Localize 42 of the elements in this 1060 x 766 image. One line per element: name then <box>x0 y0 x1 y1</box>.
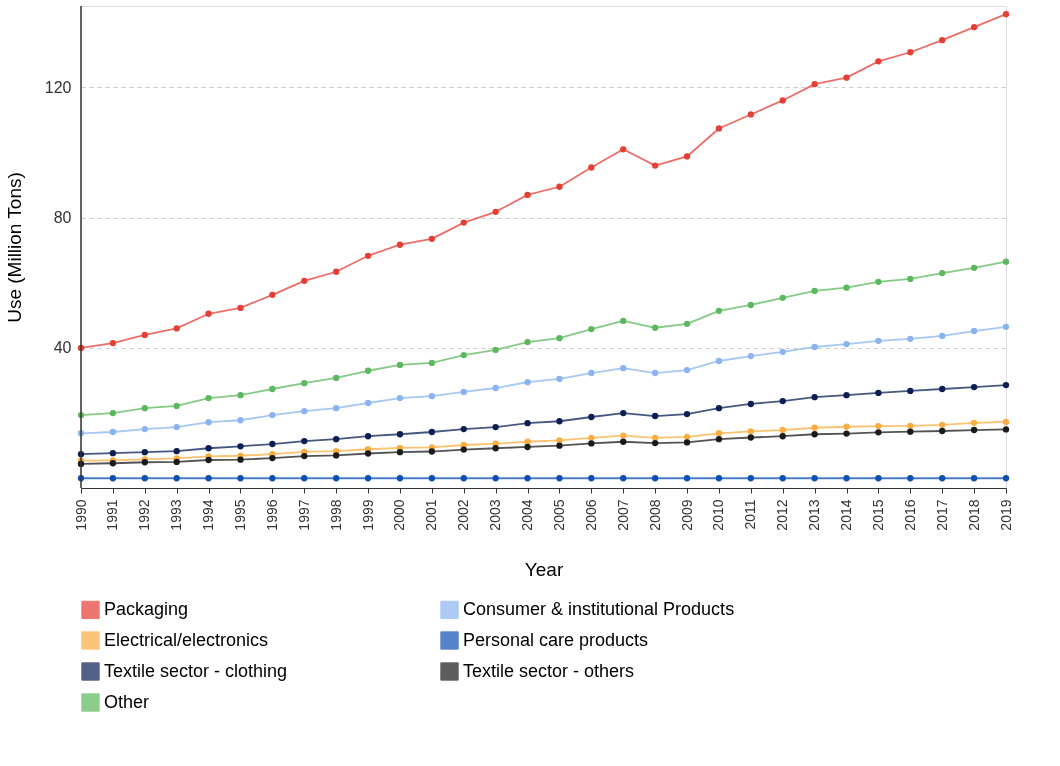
x-tick-label: 1997 <box>295 499 312 531</box>
y-tick-label: 40 <box>53 339 72 357</box>
x-tick-label: 2019 <box>997 499 1014 531</box>
x-tick-label: 1998 <box>327 499 344 531</box>
y-axis-title: Use (Million Tons) <box>3 172 25 323</box>
x-tick-label: 2008 <box>646 499 663 531</box>
x-tick-label: 2017 <box>933 499 950 531</box>
x-tick-label: 2000 <box>391 499 408 531</box>
legend-label: Electrical/electronics <box>104 629 269 650</box>
legend-label: Consumer & institutional Products <box>463 598 735 619</box>
x-tick-label: 2002 <box>455 499 472 531</box>
x-tick-label: 2004 <box>519 499 536 531</box>
y-tick-label: 80 <box>53 209 72 227</box>
x-tick-label: 2007 <box>614 499 631 531</box>
x-tick-label: 2009 <box>678 499 695 531</box>
x-tick-label: 1994 <box>200 499 217 531</box>
legend-label: Textile sector - others <box>463 660 635 681</box>
x-tick-label: 2003 <box>487 499 504 531</box>
legend-label: Textile sector - clothing <box>104 660 288 681</box>
x-tick-label: 2013 <box>806 499 823 531</box>
x-tick-label: 1996 <box>263 499 280 531</box>
x-tick-label: 1995 <box>231 499 248 531</box>
x-tick-label: 2015 <box>869 499 886 531</box>
x-tick-label: 2005 <box>550 499 567 531</box>
x-tick-label: 1993 <box>168 499 185 531</box>
x-tick-label: 2018 <box>965 499 982 531</box>
x-tick-label: 2016 <box>901 499 918 531</box>
x-tick-label: 1991 <box>104 499 121 531</box>
legend-label: Packaging <box>104 598 189 619</box>
x-tick-label: 2014 <box>838 499 855 531</box>
legend-label: Other <box>104 691 150 712</box>
x-tick-label: 2006 <box>582 499 599 531</box>
x-tick-label: 2012 <box>774 499 791 531</box>
x-tick-label: 1999 <box>359 499 376 531</box>
x-tick-label: 2011 <box>742 499 759 530</box>
y-tick-label: 120 <box>44 78 72 96</box>
x-tick-label: 2001 <box>423 499 440 531</box>
x-axis-title: Year <box>524 558 564 580</box>
legend-label: Personal care products <box>463 629 649 650</box>
x-tick-label: 2010 <box>710 499 727 531</box>
x-tick-label: 1990 <box>72 499 89 531</box>
x-tick-label: 1992 <box>136 499 153 531</box>
